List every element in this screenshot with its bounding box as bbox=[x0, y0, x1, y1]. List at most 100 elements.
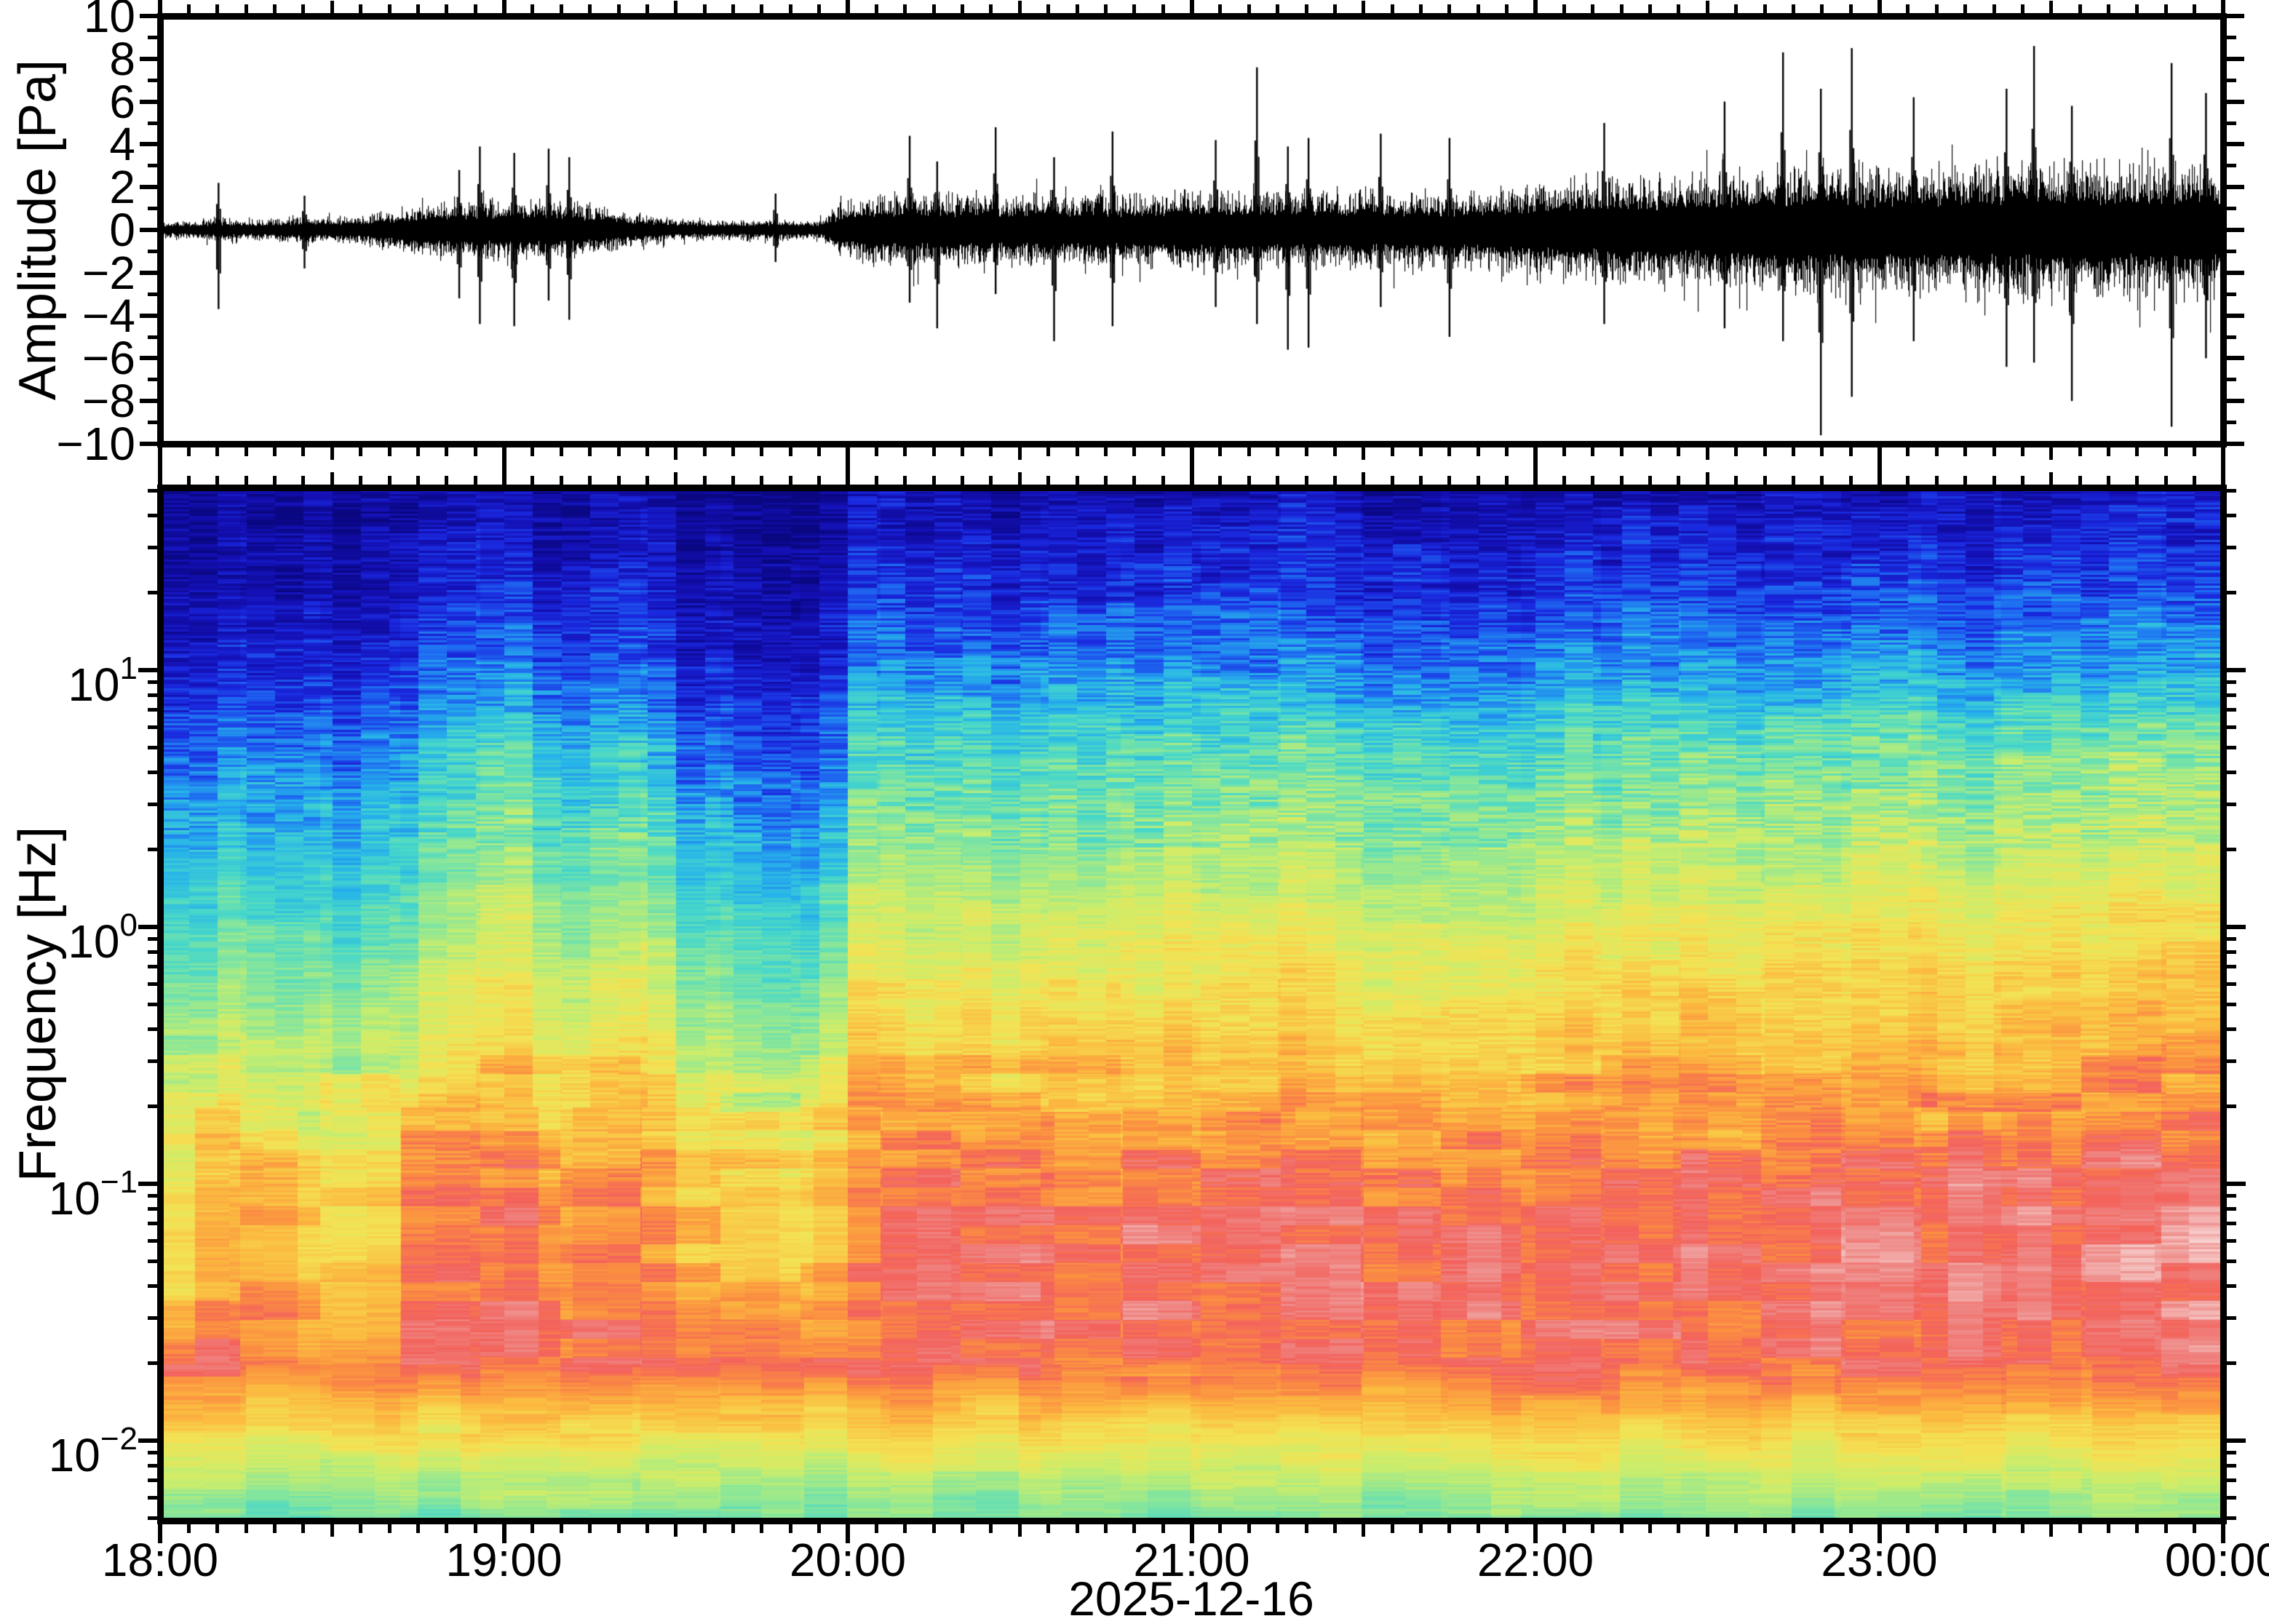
x-tick bbox=[1533, 447, 1538, 466]
freq-minor-tick bbox=[2226, 770, 2236, 774]
x-tick bbox=[1533, 1524, 1538, 1543]
freq-minor-tick bbox=[147, 1259, 157, 1263]
x-tick bbox=[760, 4, 764, 13]
freq-minor-tick bbox=[2226, 1002, 2236, 1006]
wave-y-minor-tick bbox=[147, 335, 157, 339]
freq-decade-tick bbox=[2226, 925, 2246, 929]
x-tick bbox=[301, 475, 306, 485]
x-tick bbox=[531, 1524, 535, 1533]
x-tick bbox=[215, 1524, 220, 1533]
x-tick bbox=[1189, 447, 1194, 466]
x-tick bbox=[1791, 475, 1795, 485]
x-tick bbox=[1046, 1524, 1051, 1533]
x-tick bbox=[1619, 447, 1624, 456]
x-tick bbox=[961, 447, 964, 456]
x-tick bbox=[416, 475, 420, 485]
waveform-frame-right bbox=[2220, 12, 2227, 447]
x-tick bbox=[1075, 447, 1079, 456]
x-tick bbox=[1390, 475, 1394, 485]
x-tick bbox=[1906, 4, 1910, 13]
x-tick bbox=[674, 471, 678, 485]
x-tick bbox=[244, 1524, 248, 1533]
freq-minor-tick bbox=[2226, 745, 2236, 749]
x-tick bbox=[1332, 1524, 1337, 1533]
x-tick bbox=[244, 4, 248, 13]
x-tick bbox=[1476, 475, 1480, 485]
x-tick bbox=[1132, 447, 1137, 456]
x-tick bbox=[588, 4, 592, 13]
waveform-frame-left bbox=[156, 12, 164, 447]
x-tick bbox=[445, 1524, 449, 1533]
x-tick bbox=[387, 475, 392, 485]
x-tick bbox=[1906, 475, 1910, 485]
freq-minor-tick bbox=[2226, 936, 2236, 941]
x-tick bbox=[2049, 0, 2054, 13]
x-tick bbox=[445, 475, 449, 485]
x-tick bbox=[1848, 447, 1853, 456]
x-tick bbox=[1103, 1524, 1108, 1533]
wave-y-major-tick bbox=[2226, 356, 2244, 361]
freq-minor-tick bbox=[147, 591, 157, 595]
x-tick bbox=[387, 447, 392, 456]
x-tick bbox=[1189, 465, 1194, 485]
freq-minor-tick bbox=[2226, 803, 2236, 807]
x-tick bbox=[359, 475, 363, 485]
x-tick bbox=[501, 0, 506, 13]
x-tick bbox=[158, 447, 162, 466]
x-tick bbox=[2221, 447, 2225, 466]
x-tick bbox=[903, 475, 907, 485]
x-tick bbox=[1705, 1524, 1709, 1537]
wave-y-minor-tick bbox=[147, 78, 157, 82]
x-tick bbox=[1075, 475, 1079, 485]
wave-y-major-tick bbox=[2226, 142, 2244, 147]
wave-y-minor-tick bbox=[147, 207, 157, 211]
x-tick bbox=[760, 1524, 764, 1533]
spectrogram-y-axis-title: Frequency [Hz] bbox=[9, 826, 67, 1182]
x-tick bbox=[1533, 465, 1538, 485]
x-tick bbox=[1247, 1524, 1251, 1533]
x-tick bbox=[1734, 447, 1738, 456]
freq-decade-tick bbox=[2226, 1182, 2246, 1186]
x-tick bbox=[1591, 4, 1595, 13]
wave-y-minor-tick bbox=[147, 292, 157, 296]
x-tick bbox=[788, 475, 792, 485]
freq-minor-tick bbox=[2226, 1193, 2236, 1198]
freq-minor-tick bbox=[2226, 725, 2236, 729]
wave-y-minor-tick bbox=[2226, 292, 2236, 296]
x-tick bbox=[1591, 1524, 1595, 1533]
x-tick bbox=[961, 1524, 964, 1533]
wave-y-major-tick bbox=[139, 270, 157, 275]
freq-minor-tick bbox=[147, 936, 157, 941]
waveform-frame-top bbox=[156, 12, 2227, 20]
x-tick bbox=[961, 4, 964, 13]
x-tick bbox=[903, 447, 907, 456]
wave-y-major-tick bbox=[139, 185, 157, 190]
wave-y-major-tick bbox=[139, 356, 157, 361]
x-tick bbox=[1276, 447, 1280, 456]
x-tick-label: 20:00 bbox=[789, 1534, 907, 1586]
freq-minor-tick bbox=[147, 965, 157, 969]
x-tick bbox=[931, 447, 936, 456]
x-tick bbox=[674, 0, 678, 13]
freq-minor-tick bbox=[147, 1193, 157, 1198]
x-tick bbox=[1304, 475, 1308, 485]
x-tick bbox=[1705, 447, 1709, 460]
x-tick bbox=[2163, 475, 2168, 485]
x-tick bbox=[1591, 475, 1595, 485]
spectrogram-frame-left bbox=[156, 484, 164, 1524]
x-tick bbox=[1218, 4, 1223, 13]
freq-minor-tick bbox=[147, 1222, 157, 1226]
freq-minor-tick bbox=[147, 745, 157, 749]
x-tick bbox=[1963, 447, 1968, 456]
freq-minor-tick bbox=[2226, 1478, 2236, 1483]
x-tick bbox=[1591, 447, 1595, 456]
x-tick bbox=[645, 4, 649, 13]
x-tick bbox=[1619, 1524, 1624, 1533]
x-tick bbox=[874, 447, 878, 456]
x-tick bbox=[186, 475, 191, 485]
freq-minor-tick bbox=[2226, 513, 2236, 517]
x-tick bbox=[1419, 475, 1423, 485]
x-tick bbox=[1677, 1524, 1681, 1533]
freq-minor-tick bbox=[2226, 1104, 2236, 1109]
